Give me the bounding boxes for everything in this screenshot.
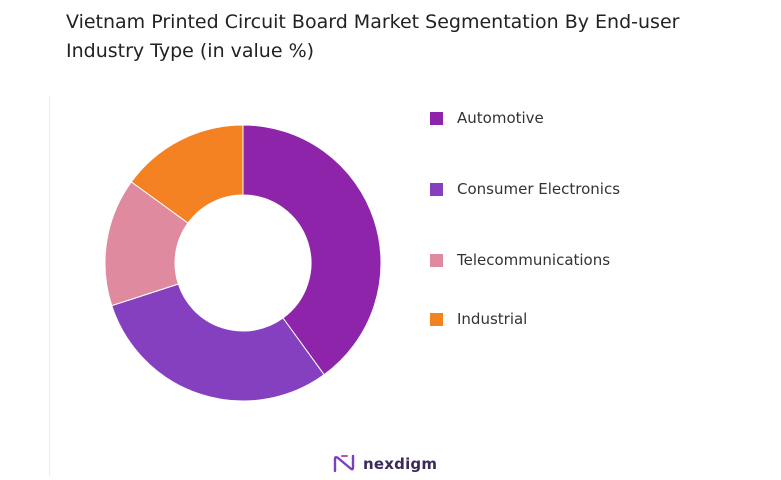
legend-item-telecommunications: Telecommunications [430,250,610,270]
legend-label-telecommunications: Telecommunications [457,251,611,269]
legend-swatch-consumer-electronics [430,182,443,196]
legend-item-automotive: Automotive [430,108,544,128]
brand-name: nexdigm [363,455,438,473]
slice-automotive [242,124,382,376]
slice-industrial [130,124,244,224]
legend-swatch-telecommunications [430,253,443,267]
legend-swatch-industrial [430,312,443,326]
chart-title: Vietnam Printed Circuit Board Market Seg… [66,11,680,62]
legend-item-consumer-electronics: Consumer Electronics [430,179,620,199]
legend-swatch-automotive [430,111,443,125]
slice-consumer-electronics [111,283,325,402]
brand-logo: nexdigm [333,451,437,477]
nexdigm-logo-icon [333,454,355,473]
legend-label-consumer-electronics: Consumer Electronics [457,180,621,198]
legend-label-industrial: Industrial [457,310,528,328]
chart-legend: Automotive Consumer Electronics Telecomm… [430,0,760,480]
legend-item-industrial: Industrial [430,309,527,329]
legend-label-automotive: Automotive [457,109,544,127]
left-divider [49,96,50,476]
